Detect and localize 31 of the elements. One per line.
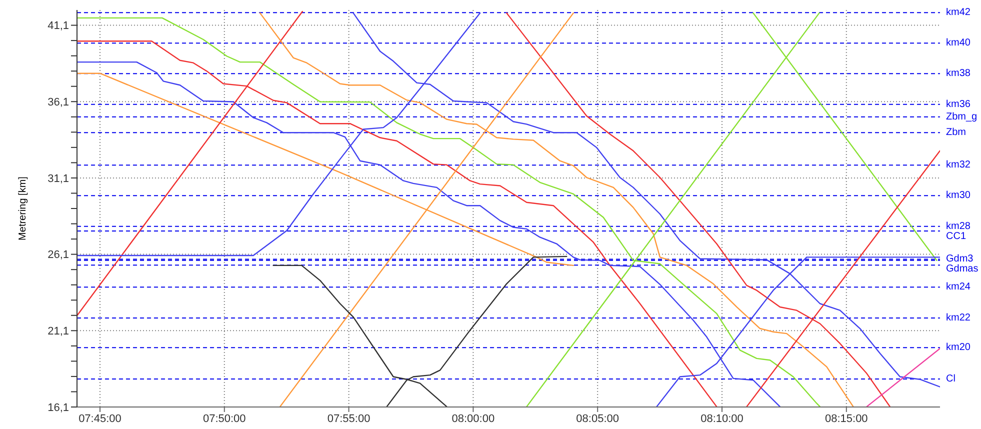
ref-line-label: km40 — [946, 38, 971, 49]
ref-line-label: Gdm3 — [946, 254, 974, 265]
y-tick-label: 21,1 — [48, 326, 69, 338]
y-tick-label: 16,1 — [48, 402, 69, 414]
ref-line-label: km30 — [946, 190, 971, 202]
ref-line-label: Zbm — [946, 127, 966, 138]
line-series — [259, 12, 854, 407]
y-axis-title: Metrering [km] — [18, 176, 29, 240]
ref-line-label: Gdmas — [946, 264, 978, 275]
x-tick-label: 08:05:00 — [576, 412, 620, 425]
x-tick-label: 08:00:00 — [452, 412, 495, 425]
ref-line-label: km32 — [946, 160, 971, 171]
x-tick-label: 07:55:00 — [327, 412, 370, 425]
y-tick-label: 31,1 — [48, 172, 69, 185]
ref-line-label: km28 — [946, 220, 971, 232]
ref-line-label: Zbm_g — [946, 111, 978, 122]
ref-line-label: Cl — [946, 374, 956, 385]
ref-line-label: km24 — [946, 282, 971, 293]
x-tick-label: 08:15:00 — [824, 412, 868, 425]
y-tick-label: 26,1 — [48, 249, 69, 262]
x-tick-label: 07:50:00 — [202, 412, 246, 425]
ref-line-label: km42 — [946, 7, 971, 18]
ref-line-label: CC1 — [946, 230, 966, 242]
ref-line-label: km38 — [946, 68, 971, 80]
y-tick-label: 36,1 — [48, 96, 69, 109]
ref-line-label: km36 — [946, 98, 971, 110]
x-tick-label: 08:10:00 — [700, 412, 744, 425]
ref-line-label: km22 — [946, 312, 971, 324]
x-tick-label: 07:45:00 — [78, 412, 122, 425]
y-tick-label: 41,1 — [48, 20, 69, 32]
ref-line-label: km20 — [946, 342, 971, 354]
